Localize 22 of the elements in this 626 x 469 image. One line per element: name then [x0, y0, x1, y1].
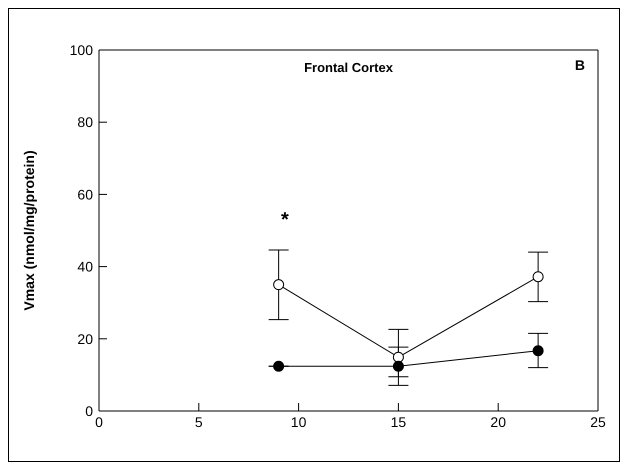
point — [392, 352, 404, 363]
annotation: B — [574, 57, 585, 73]
point — [273, 360, 284, 372]
y-tick-label: 20 — [77, 330, 94, 347]
y-tick-label: 80 — [77, 114, 94, 130]
point — [392, 360, 404, 372]
y-tick-label: 100 — [70, 42, 94, 58]
text: Frontal Cortex — [304, 60, 394, 76]
x-tick-label: 20 — [490, 414, 506, 430]
x-tick-label: 15 — [390, 414, 406, 430]
x-tick-label: 0 — [95, 414, 104, 430]
point — [273, 279, 284, 290]
y-tick-label: 0 — [85, 402, 94, 419]
y-axis-title: Vmax (nmol/mg/protein) — [20, 150, 37, 311]
point — [532, 345, 544, 356]
point — [532, 271, 544, 282]
x-tick-label: 25 — [590, 414, 606, 430]
y-tick-label: 60 — [77, 186, 94, 202]
x-tick-label: 5 — [194, 414, 203, 430]
y-tick-label: 40 — [77, 258, 94, 275]
x-tick-label: 10 — [290, 414, 307, 430]
annotation: * — [281, 209, 289, 232]
